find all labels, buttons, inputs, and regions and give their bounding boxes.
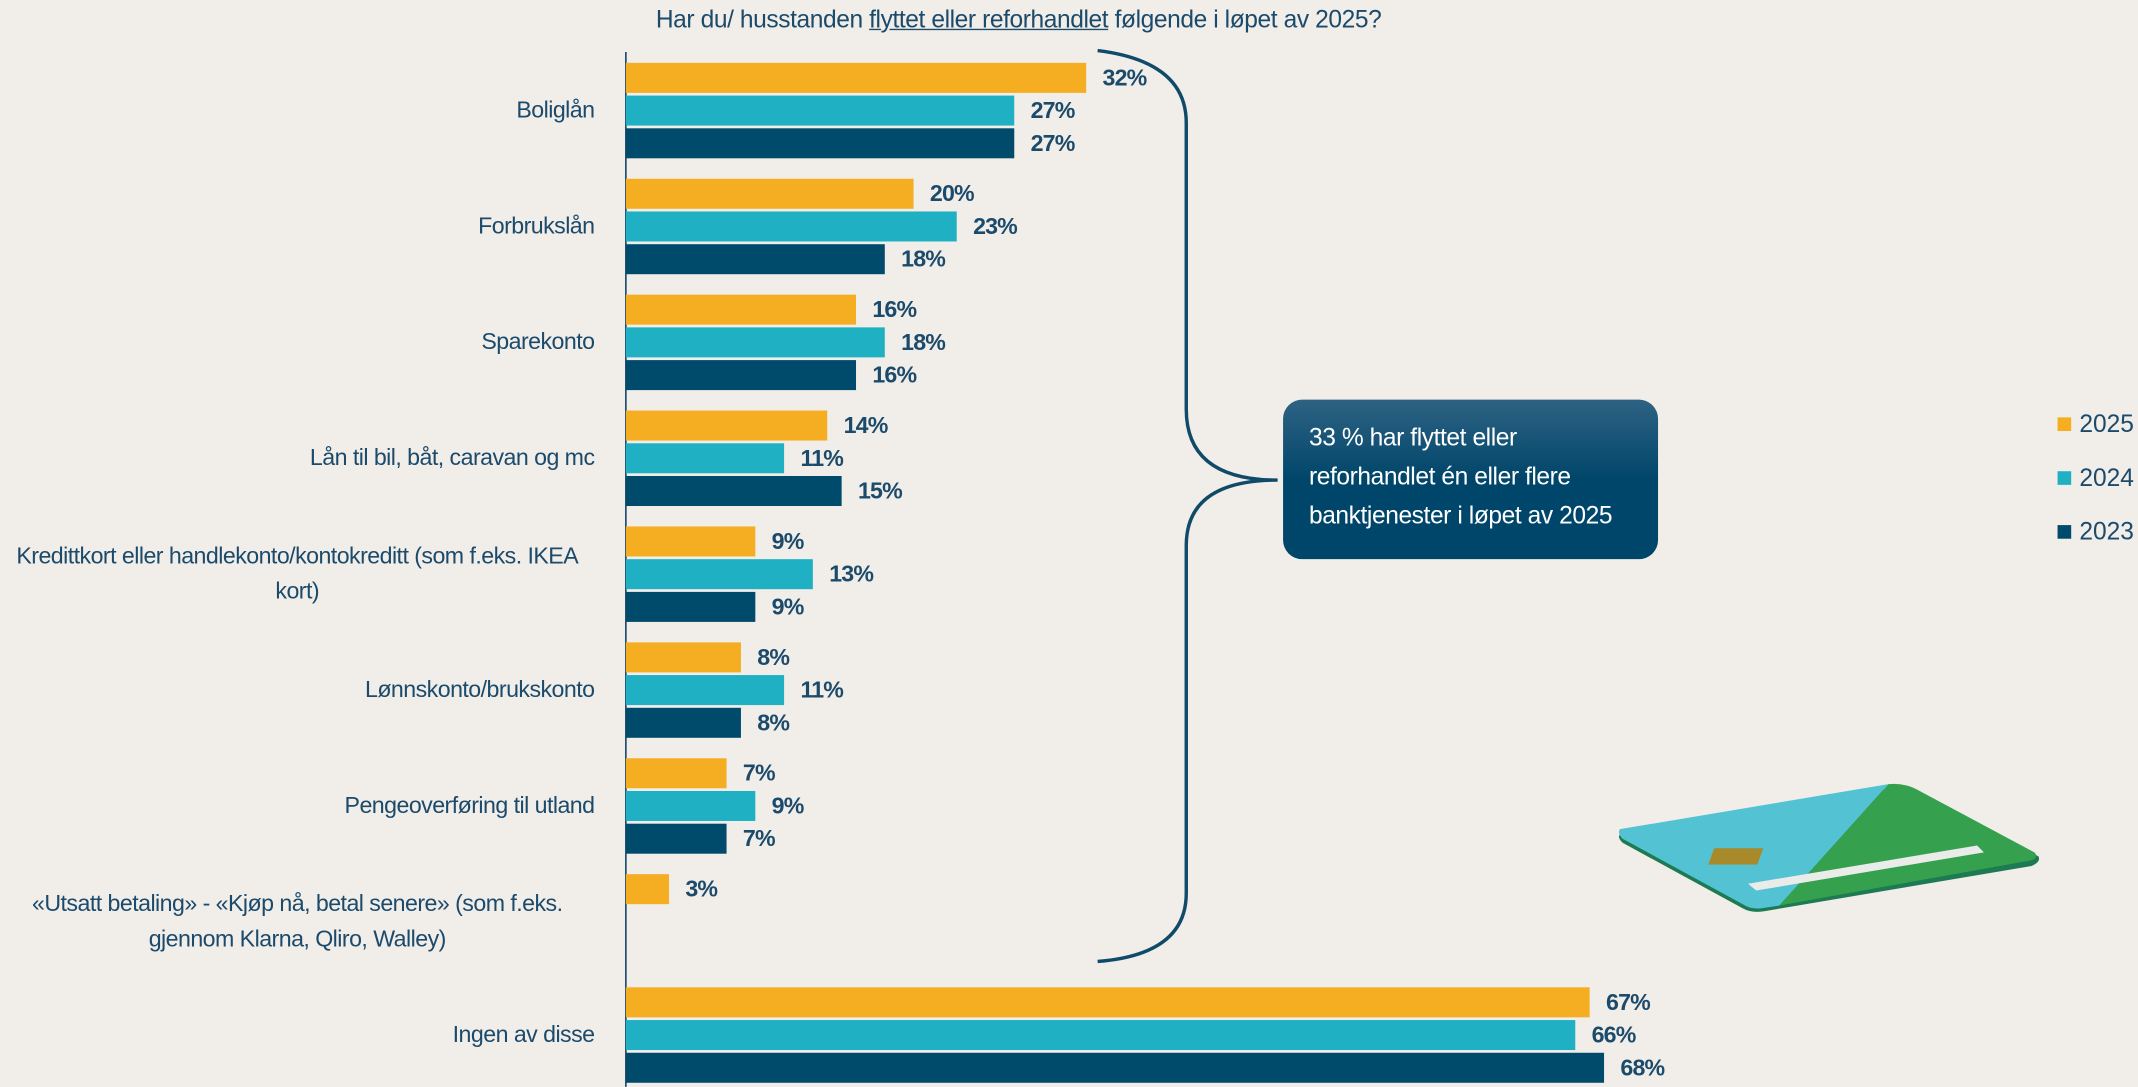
value-label: 3% bbox=[685, 876, 717, 902]
value-label: 27% bbox=[1031, 97, 1075, 123]
bar bbox=[625, 211, 957, 242]
category-label-box: Ingen av disse bbox=[0, 994, 595, 1076]
category-label-box: Lønnskonto/brukskonto bbox=[0, 649, 595, 731]
card-illustration bbox=[1618, 783, 2040, 912]
value-label: 14% bbox=[844, 412, 888, 438]
category-label-box: Lån til bil, båt, caravan og mc bbox=[0, 417, 595, 499]
bar bbox=[625, 327, 885, 358]
bar bbox=[625, 178, 914, 209]
bar bbox=[625, 874, 670, 905]
value-label: 7% bbox=[743, 760, 775, 786]
title-part: følgende i løpet av 2025? bbox=[1114, 5, 1382, 33]
bar bbox=[625, 476, 842, 507]
value-label: 27% bbox=[1031, 130, 1075, 156]
bar bbox=[625, 758, 727, 789]
value-label: 13% bbox=[829, 561, 873, 587]
value-label: 7% bbox=[743, 825, 775, 851]
bar bbox=[625, 128, 1015, 159]
category-label-box: Pengeoverføring til utland bbox=[0, 765, 595, 847]
category-label-box: «Utsatt betaling» - «Kjøp nå, betal sene… bbox=[0, 881, 594, 963]
annotation-text: banktjenester i løpet av 2025 bbox=[1309, 502, 1612, 529]
title-part: flyttet eller reforhandlet bbox=[869, 5, 1109, 33]
value-label: 11% bbox=[800, 677, 843, 703]
bar bbox=[625, 591, 756, 622]
category-label-box: Boliglån bbox=[0, 70, 594, 152]
value-label: 67% bbox=[1606, 989, 1650, 1015]
bar bbox=[625, 526, 756, 557]
category-label-box: Sparekonto bbox=[0, 301, 594, 383]
category-label: Boliglån bbox=[516, 96, 595, 123]
value-label: 9% bbox=[772, 528, 804, 554]
category-label: Forbrukslån bbox=[478, 212, 595, 239]
category-label-wrap: Pengeoverføring til utland bbox=[0, 765, 595, 847]
legend-label: 2023 bbox=[2079, 519, 2134, 546]
title-part: Har du/ husstanden bbox=[655, 5, 863, 33]
bar bbox=[625, 410, 828, 441]
value-label: 15% bbox=[858, 477, 902, 503]
category-label-wrap: Ingen av disse bbox=[0, 994, 595, 1076]
bar bbox=[625, 360, 857, 391]
legend-swatch bbox=[2057, 417, 2072, 432]
bar bbox=[625, 443, 785, 474]
category-label-wrap: Kredittkort eller handlekonto/kontokredi… bbox=[0, 533, 594, 615]
bar bbox=[625, 244, 885, 275]
value-label: 8% bbox=[757, 644, 789, 670]
bar bbox=[625, 95, 1015, 126]
bar bbox=[625, 675, 785, 706]
value-label: 32% bbox=[1103, 64, 1147, 90]
value-label: 23% bbox=[973, 213, 1017, 239]
category-label: Lån til bil, båt, caravan og mc bbox=[309, 444, 595, 471]
value-label: 66% bbox=[1592, 1022, 1636, 1048]
value-label: 18% bbox=[901, 246, 945, 272]
bar bbox=[625, 559, 813, 590]
bar bbox=[625, 642, 741, 673]
category-label-wrap: «Utsatt betaling» - «Kjøp nå, betal sene… bbox=[0, 881, 594, 963]
annotation-text: reforhandlet én eller flere bbox=[1309, 464, 1571, 491]
bar bbox=[625, 987, 1590, 1018]
category-label: Sparekonto bbox=[481, 328, 595, 355]
value-label: 8% bbox=[757, 709, 789, 735]
bar bbox=[625, 1020, 1576, 1051]
category-label: Kredittkort eller handlekonto/kontokredi… bbox=[16, 542, 579, 605]
category-label: Ingen av disse bbox=[452, 1021, 595, 1048]
category-label-wrap: Lønnskonto/brukskonto bbox=[0, 649, 595, 731]
annotation-box bbox=[1283, 399, 1659, 560]
title-box: Har du/ husstanden flyttet eller reforha… bbox=[656, 6, 1610, 35]
bar bbox=[625, 1052, 1605, 1083]
value-label: 9% bbox=[772, 792, 804, 818]
bar bbox=[625, 62, 1087, 93]
legend-label: 2025 bbox=[2079, 411, 2134, 438]
category-label-wrap: Lån til bil, båt, caravan og mc bbox=[0, 417, 595, 499]
bar bbox=[625, 823, 727, 854]
brace bbox=[1097, 48, 1278, 964]
category-label: «Utsatt betaling» - «Kjøp nå, betal sene… bbox=[32, 890, 563, 952]
value-label: 16% bbox=[872, 362, 916, 388]
value-label: 20% bbox=[930, 180, 974, 206]
legend-swatch bbox=[2057, 471, 2072, 485]
value-label: 16% bbox=[872, 296, 916, 322]
legend-label: 2024 bbox=[2079, 465, 2134, 492]
category-label-wrap: Forbrukslån bbox=[0, 186, 594, 268]
bar bbox=[625, 294, 857, 325]
annotation-text: 33 % har flyttet eller bbox=[1309, 425, 1517, 452]
value-label: 9% bbox=[772, 593, 804, 619]
category-label-box: Kredittkort eller handlekonto/kontokredi… bbox=[0, 533, 594, 615]
legend-swatch bbox=[2057, 525, 2072, 539]
category-label: Lønnskonto/brukskonto bbox=[364, 676, 595, 703]
bar bbox=[625, 707, 741, 738]
value-label: 68% bbox=[1620, 1054, 1664, 1080]
chart-title: Har du/ husstanden flyttet eller reforha… bbox=[656, 6, 1610, 35]
category-label-wrap: Boliglån bbox=[0, 70, 594, 152]
category-label-wrap: Sparekonto bbox=[0, 301, 594, 383]
value-label: 11% bbox=[800, 445, 843, 471]
bar bbox=[625, 790, 756, 821]
category-label: Pengeoverføring til utland bbox=[344, 792, 595, 819]
value-label: 18% bbox=[901, 329, 945, 355]
category-label-box: Forbrukslån bbox=[0, 186, 594, 268]
